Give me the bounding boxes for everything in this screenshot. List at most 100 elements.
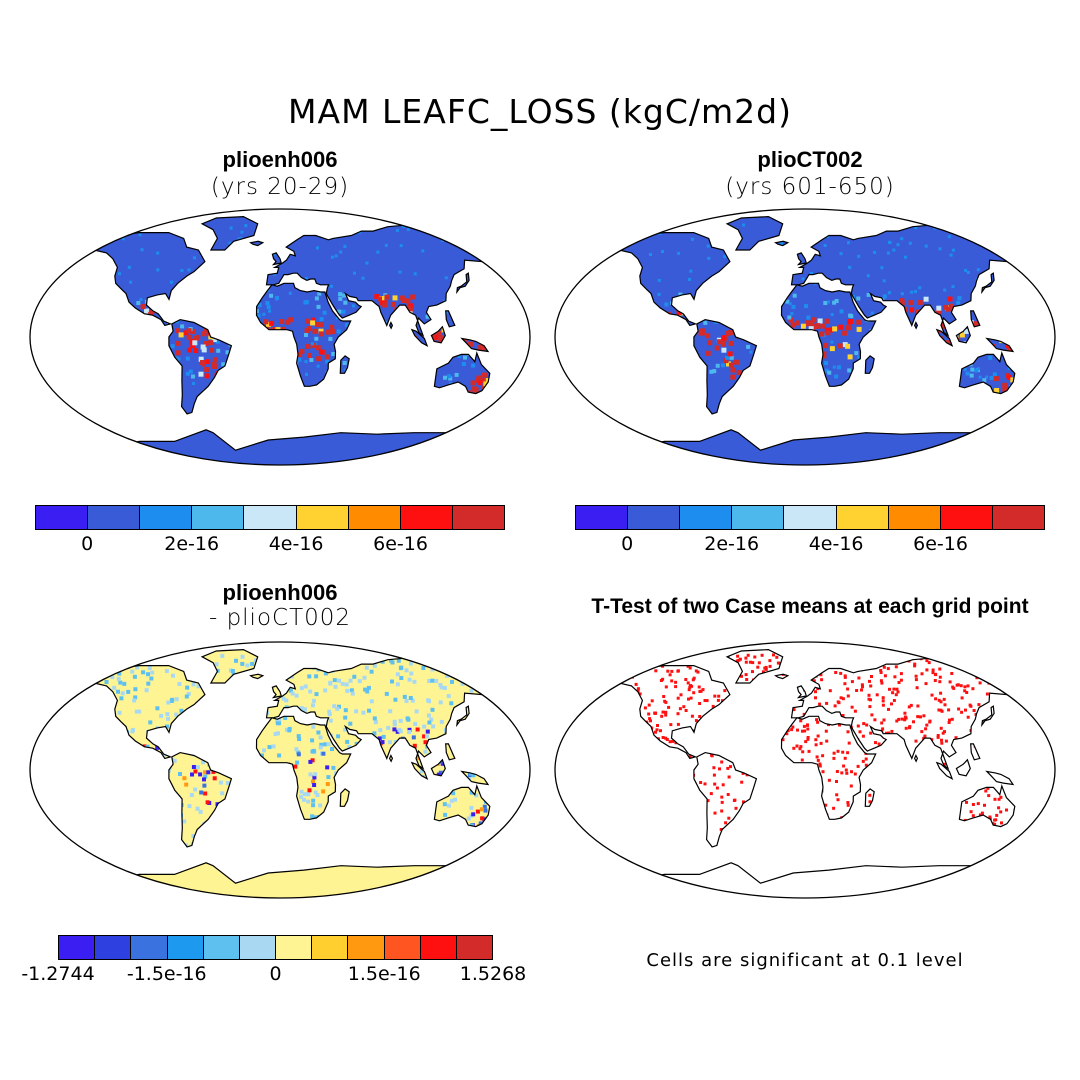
coastline-madagascar	[339, 355, 350, 374]
coastline-borneo	[430, 758, 446, 777]
land-uk	[797, 252, 807, 265]
colorbar-tick-label: 6e-16	[373, 533, 428, 555]
panel-tr-subtitle: (yrs 601-650)	[725, 174, 895, 200]
map-frame	[554, 208, 1056, 466]
colorbar-swatch	[348, 936, 385, 959]
colorbar-tick-label: 4e-16	[268, 533, 324, 555]
coastline-sumatra	[410, 328, 429, 347]
colorbar-swatch	[239, 936, 277, 959]
coastline-africa	[255, 282, 352, 387]
colorbar-swatch	[452, 506, 504, 529]
land-southAmerica	[168, 752, 232, 847]
figure-title: MAM LEAFC_LOSS (kgC/m2d)	[288, 92, 792, 131]
coastline-sumatra	[935, 328, 954, 347]
land-southAmerica	[168, 319, 232, 414]
land-southAmerica	[694, 753, 757, 847]
coastline-sumatra	[410, 761, 429, 780]
coastline-philippines	[445, 743, 456, 761]
coastline-srilanka	[913, 754, 919, 763]
land-antarctica	[63, 429, 494, 465]
colorbar-swatch	[836, 506, 889, 529]
colorbar-swatch	[576, 506, 629, 529]
map-difference	[29, 641, 531, 899]
colorbar-tick-label: 1.5e-16	[347, 963, 421, 985]
colorbar-swatch	[384, 936, 421, 959]
colorbar-swatch	[59, 936, 96, 959]
coastline-uk	[271, 685, 283, 699]
colorbar-tick-label: 6e-16	[913, 533, 968, 555]
coastline-srilanka	[388, 754, 394, 763]
coastline-japan	[456, 705, 470, 728]
land-eurasia	[791, 225, 1026, 336]
colorbar-swatch	[95, 936, 132, 959]
colorbar-swatch	[732, 506, 785, 529]
colorbar-swatch	[140, 506, 193, 529]
coastline-iceland	[249, 673, 265, 680]
coastline-uk	[796, 252, 808, 266]
land-northAmerica	[74, 232, 205, 326]
colorbar-swatch	[296, 506, 349, 529]
colorbar-tick-label: 0	[269, 963, 282, 985]
coastline-madagascar	[864, 355, 875, 374]
coastline-greenland	[725, 648, 784, 684]
colorbar-swatch	[888, 506, 941, 529]
colorbar-plioct002	[575, 505, 1045, 530]
land-australia	[434, 353, 490, 394]
land-antarctica	[588, 429, 1019, 465]
land-sumatra	[411, 329, 428, 346]
colorbar-swatch	[131, 936, 168, 959]
coastline-borneo	[955, 758, 971, 777]
colorbar-swatch	[312, 936, 349, 959]
colorbar-swatch	[36, 506, 89, 529]
colorbar-swatch	[400, 506, 453, 529]
colorbar-tick-label: -1.2744	[21, 963, 95, 985]
map-plioct002	[554, 208, 1056, 466]
coastline-southAmerica	[693, 318, 758, 415]
colorbar-swatch	[348, 506, 401, 529]
land-northAmerica	[599, 232, 730, 326]
colorbar-tick-label: -1.5e-16	[126, 963, 207, 985]
land-philippines	[445, 743, 455, 760]
coastline-iceland	[774, 240, 790, 247]
coastline-australia	[958, 350, 1016, 395]
coastline-africa	[780, 715, 877, 820]
colorbar-swatch	[628, 506, 681, 529]
land-philippines	[971, 744, 980, 760]
coastline-madagascar	[339, 788, 350, 807]
coastline-eurasia	[265, 224, 502, 338]
coastline-iceland	[774, 673, 790, 680]
significance-note: Cells are significant at 0.1 level	[646, 950, 964, 971]
colorbar-swatch	[784, 506, 837, 529]
colorbar-ticks-plioct002: 0 2e-16 4e-16 6e-16	[575, 533, 1045, 559]
panel-bl-title: plioenh006	[222, 580, 338, 605]
colorbar-swatch	[192, 506, 245, 529]
colorbar-swatch	[420, 936, 457, 959]
colorbar-tick-label: 1.5268	[459, 963, 527, 985]
land-uk	[272, 685, 282, 698]
coastline-borneo	[430, 325, 446, 344]
colorbar-swatch	[167, 936, 204, 959]
coastline-newGuinea	[460, 770, 490, 786]
coastline-africa	[255, 715, 352, 820]
coastline-japan	[981, 705, 995, 728]
coastline-uk	[271, 252, 283, 266]
panel-bl-subtitle: - plioCT002	[208, 605, 352, 631]
land-uk	[272, 252, 282, 265]
land-sumatra	[411, 762, 428, 779]
coastline-newGuinea	[460, 337, 490, 353]
coastline-madagascar	[864, 788, 875, 807]
coastline-greenland	[200, 648, 259, 684]
coastline-greenland	[200, 215, 259, 251]
colorbar-swatch	[276, 936, 313, 959]
land-antarctica	[63, 862, 494, 898]
land-madagascar	[865, 355, 875, 374]
coastline-borneo	[955, 325, 971, 344]
colorbar-difference	[58, 935, 493, 960]
coastline-eurasia	[790, 657, 1027, 771]
map-frame	[554, 641, 1056, 899]
land-australia	[959, 353, 1015, 394]
coastline-australia	[433, 350, 491, 395]
coastline-newGuinea	[985, 337, 1015, 353]
coastline-eurasia	[790, 224, 1027, 338]
coastline-southAmerica	[693, 751, 758, 848]
